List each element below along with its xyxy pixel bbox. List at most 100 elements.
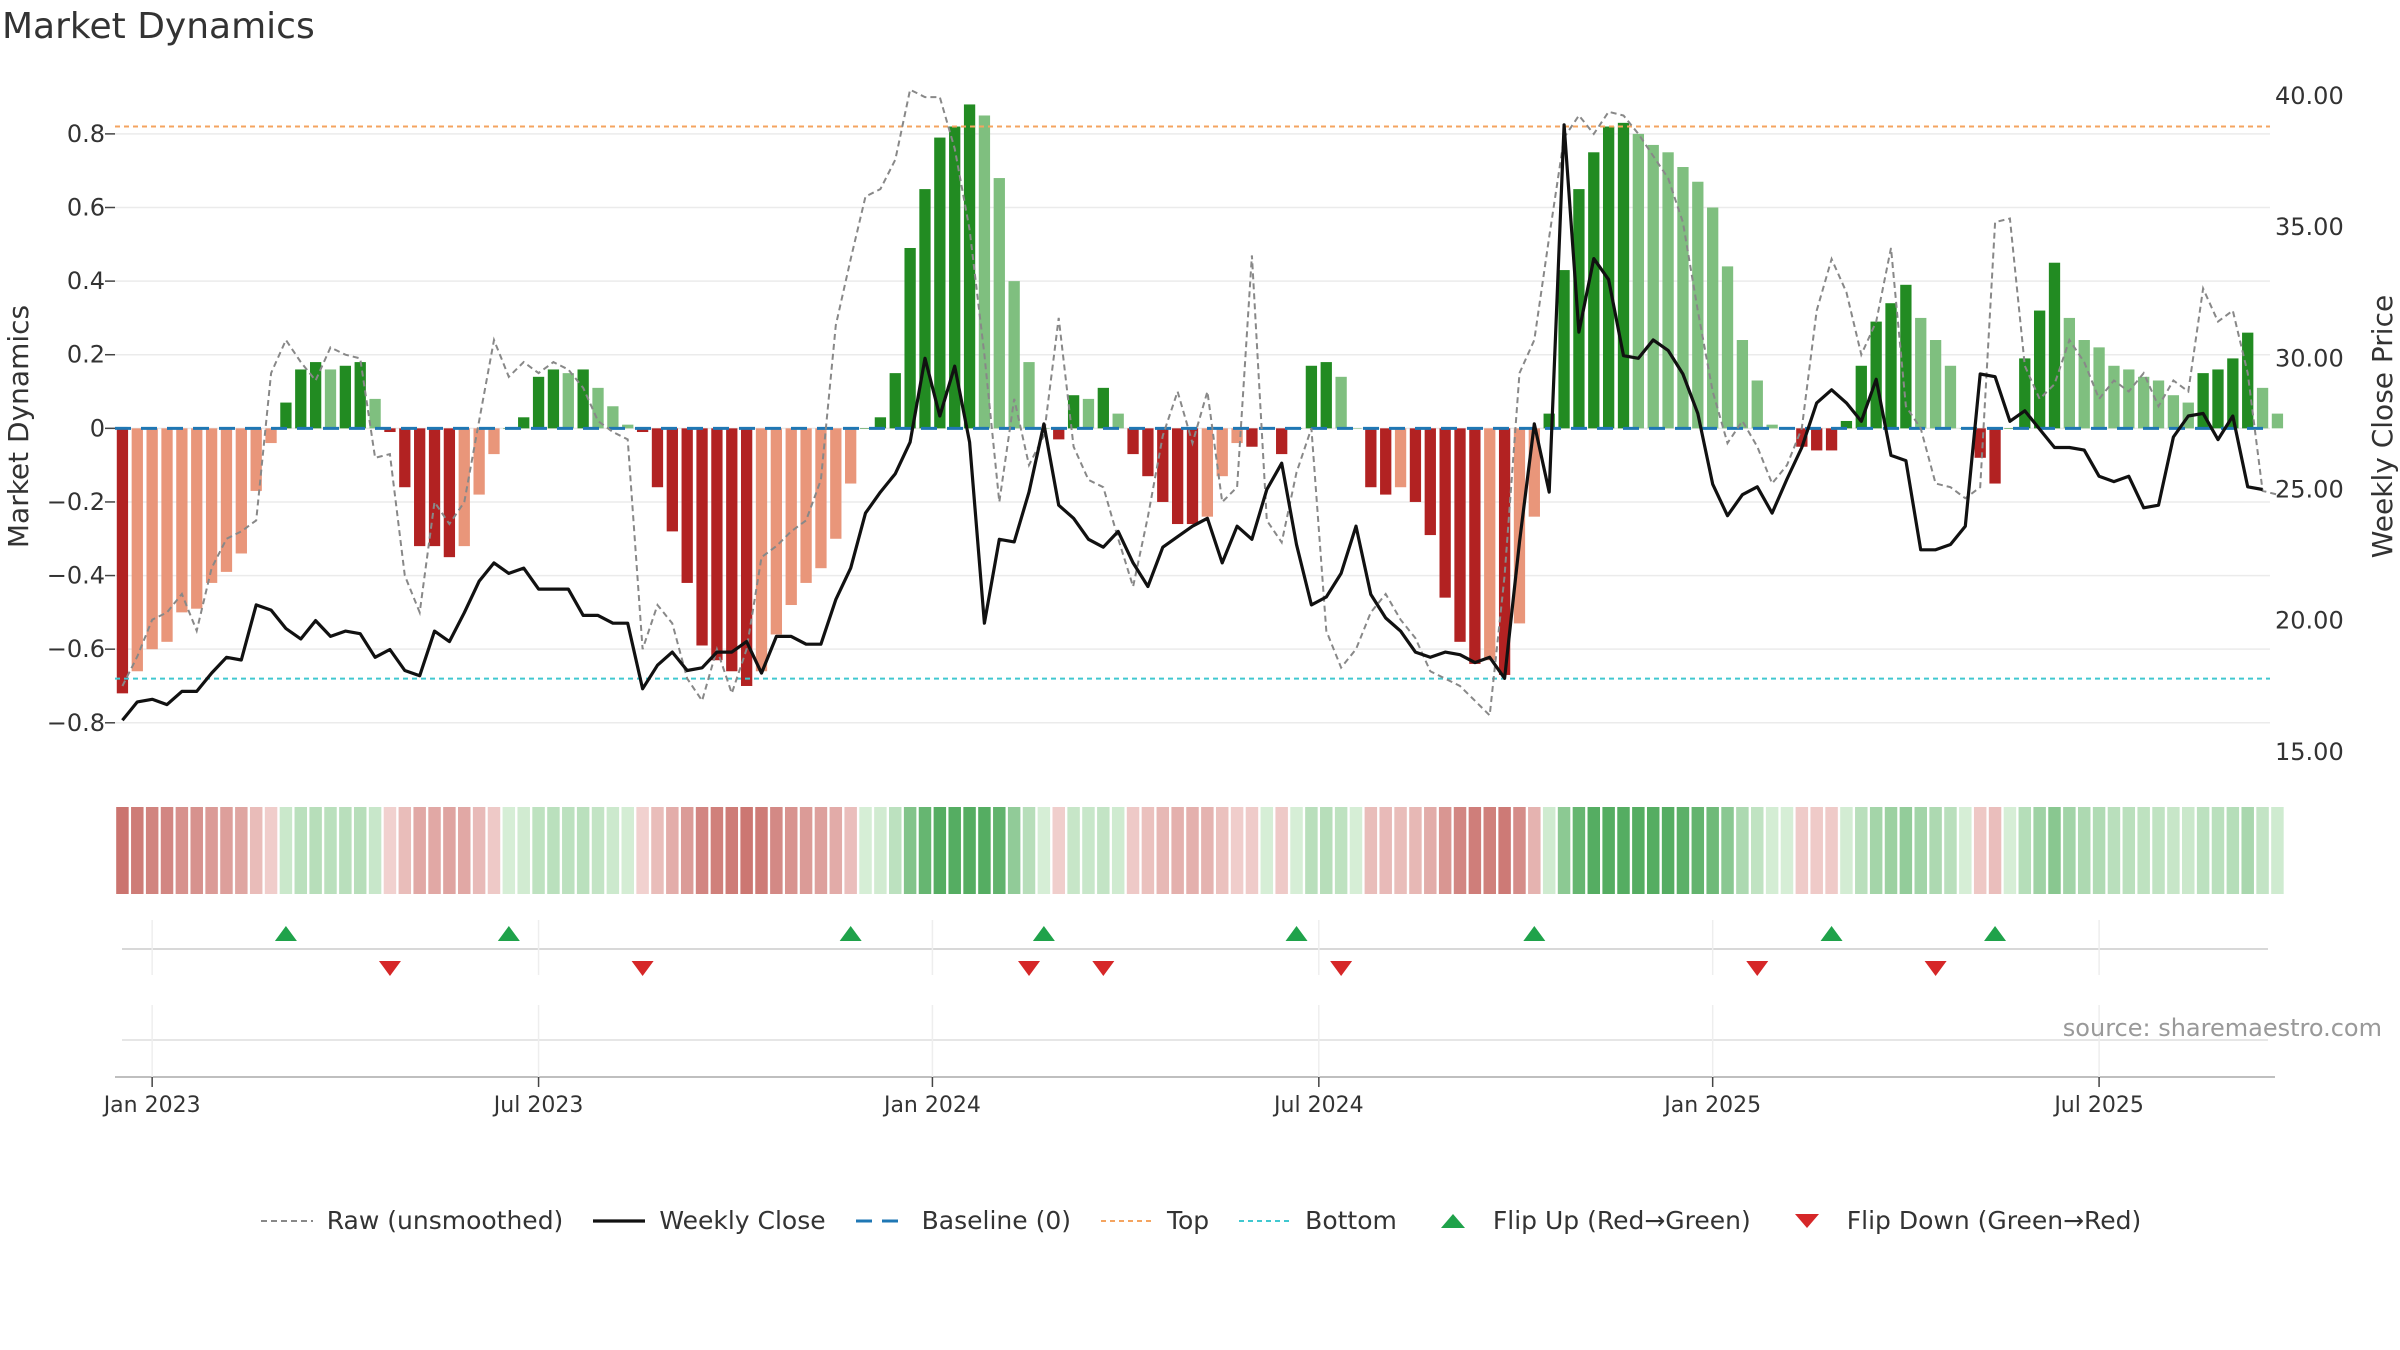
strip-cell-7 xyxy=(220,807,233,894)
strip-cell-90 xyxy=(1453,807,1467,894)
bar-week-54 xyxy=(919,189,931,429)
y-tick-label: −0.6 xyxy=(47,635,105,663)
bar-week-21 xyxy=(428,428,441,547)
strip-cell-56 xyxy=(948,807,961,894)
y-tick-label: −0.8 xyxy=(47,709,105,737)
strip-cell-34 xyxy=(621,807,634,894)
bar-week-1 xyxy=(131,428,143,672)
strip-cell-135 xyxy=(2122,807,2136,894)
bar-week-136 xyxy=(2138,376,2150,429)
bar-week-47 xyxy=(815,428,827,569)
bar-week-41 xyxy=(726,428,738,672)
bar-week-108 xyxy=(1721,266,1734,429)
bar-week-60 xyxy=(1008,281,1020,429)
bar-week-4 xyxy=(176,428,188,613)
strip-cell-92 xyxy=(1483,807,1496,894)
strip-cell-98 xyxy=(1572,807,1586,894)
bar-week-36 xyxy=(651,428,664,488)
strip-cell-126 xyxy=(1988,807,2002,894)
strip-cell-139 xyxy=(2182,807,2195,894)
strip-cell-134 xyxy=(2107,807,2121,894)
strip-cell-106 xyxy=(1691,807,1705,894)
bar-week-55 xyxy=(934,137,946,429)
strip-cell-108 xyxy=(1721,807,1734,894)
strip-cell-51 xyxy=(874,807,887,894)
bar-week-111 xyxy=(1766,424,1778,429)
bar-week-65 xyxy=(1082,398,1095,429)
bar-week-98 xyxy=(1573,189,1585,429)
strip-cell-53 xyxy=(903,807,917,894)
bar-week-84 xyxy=(1365,428,1377,488)
bar-week-122 xyxy=(1929,340,1942,429)
strip-cell-117 xyxy=(1855,807,1868,894)
bar-week-48 xyxy=(830,428,842,539)
strip-cell-12 xyxy=(294,807,308,894)
bar-week-133 xyxy=(2093,347,2105,429)
strip-cell-119 xyxy=(1884,807,1898,894)
bar-week-87 xyxy=(1409,428,1422,502)
strip-cell-127 xyxy=(2003,807,2017,894)
y2-tick-label: 30.00 xyxy=(2275,344,2344,372)
bar-week-7 xyxy=(220,428,233,572)
strip-cell-41 xyxy=(725,807,739,894)
bar-week-32 xyxy=(592,387,604,429)
strip-cell-110 xyxy=(1751,807,1764,894)
bar-week-10 xyxy=(265,428,277,444)
strip-cell-71 xyxy=(1171,807,1184,894)
legend-label: Raw (unsmoothed) xyxy=(326,1206,564,1235)
bar-week-50 xyxy=(859,428,872,429)
strip-cell-54 xyxy=(918,807,932,894)
bar-week-18 xyxy=(384,428,396,433)
bar-week-16 xyxy=(354,362,366,429)
strip-cell-27 xyxy=(517,807,530,894)
bar-week-17 xyxy=(369,398,381,429)
bar-week-128 xyxy=(2019,358,2031,429)
strip-cell-4 xyxy=(175,807,189,894)
y-tick-label: 0.8 xyxy=(67,120,105,148)
y2-axis-label: Weekly Close Price xyxy=(2366,295,2399,558)
strip-cell-46 xyxy=(799,807,813,894)
strip-cell-35 xyxy=(636,807,649,894)
regime-strip xyxy=(116,807,2284,894)
legend-item-bottom-line: Bottom xyxy=(1237,1206,1397,1235)
legend-label: Top xyxy=(1166,1206,1210,1235)
legend-item-baseline-line: Baseline (0) xyxy=(854,1206,1071,1235)
strip-cell-111 xyxy=(1765,807,1779,894)
strip-cell-5 xyxy=(190,807,203,894)
y-tick-label: 0.2 xyxy=(67,341,105,369)
bar-week-109 xyxy=(1736,340,1749,429)
flip-up-marker xyxy=(1032,926,1055,941)
bottom-line-icon xyxy=(1239,1219,1292,1222)
x-tick-label: Jan 2024 xyxy=(882,1093,981,1118)
y2-tick-label: 40.00 xyxy=(2275,82,2344,110)
triangle-down-icon xyxy=(1794,1213,1819,1228)
bar-week-78 xyxy=(1276,428,1288,455)
bar-week-140 xyxy=(2197,373,2209,429)
bar-week-105 xyxy=(1677,167,1689,429)
legend-item-close-line: Weekly Close xyxy=(591,1206,826,1235)
legend-label: Baseline (0) xyxy=(921,1206,1071,1235)
legend-label: Bottom xyxy=(1305,1206,1397,1235)
strip-cell-30 xyxy=(562,807,575,894)
bar-week-14 xyxy=(324,369,337,429)
strip-cell-66 xyxy=(1097,807,1110,894)
bar-week-39 xyxy=(696,428,708,646)
strip-cell-47 xyxy=(814,807,828,894)
bar-week-121 xyxy=(1915,317,1927,429)
bar-week-76 xyxy=(1246,428,1258,447)
strip-cell-144 xyxy=(2256,807,2269,894)
strip-cell-61 xyxy=(1022,807,1036,894)
bar-week-80 xyxy=(1305,365,1318,429)
bar-week-44 xyxy=(770,428,783,635)
bar-week-46 xyxy=(800,428,812,583)
flip-up-marker xyxy=(1820,926,1843,941)
strip-cell-29 xyxy=(547,807,560,894)
strip-cell-88 xyxy=(1424,807,1437,894)
bar-week-127 xyxy=(2004,428,2016,429)
flip-up-marker xyxy=(1285,926,1308,941)
bar-week-38 xyxy=(681,428,693,583)
bar-week-24 xyxy=(473,428,485,495)
legend: Raw (unsmoothed) Weekly Close Baseline (0)… xyxy=(0,1206,2400,1235)
strip-cell-105 xyxy=(1676,807,1690,894)
x-axis: Jan 2023 Jul 2023 Jan 2024 Jul 2024 Jan 2025… xyxy=(102,1005,2275,1118)
